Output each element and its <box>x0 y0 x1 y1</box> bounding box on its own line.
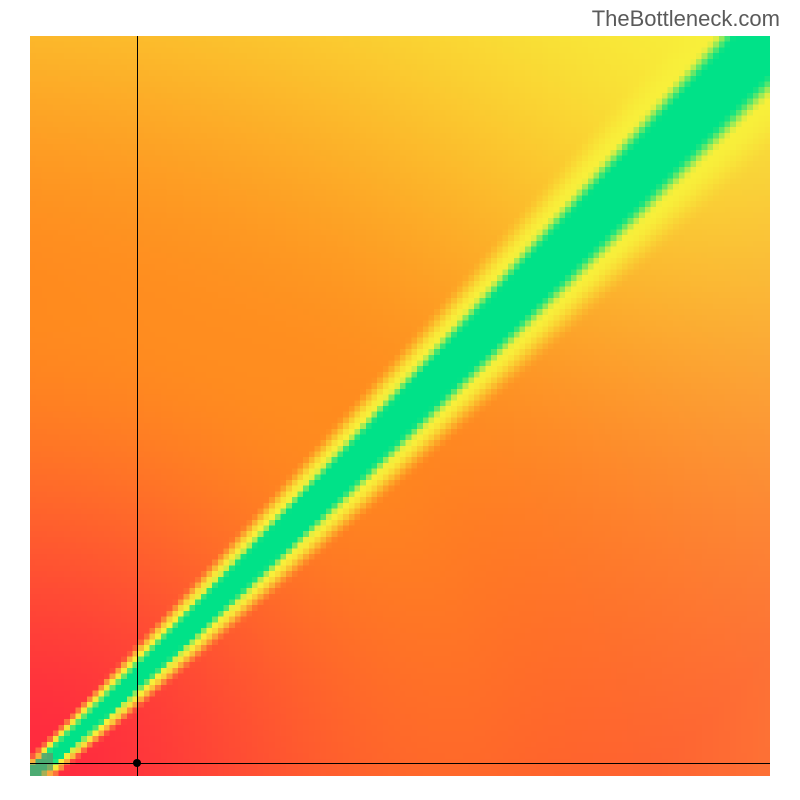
watermark-text: TheBottleneck.com <box>592 6 780 32</box>
heatmap-canvas <box>30 36 770 776</box>
crosshair-dot <box>133 759 141 767</box>
heatmap-chart <box>30 36 770 776</box>
crosshair-vertical <box>137 36 138 776</box>
chart-container: TheBottleneck.com <box>0 0 800 800</box>
